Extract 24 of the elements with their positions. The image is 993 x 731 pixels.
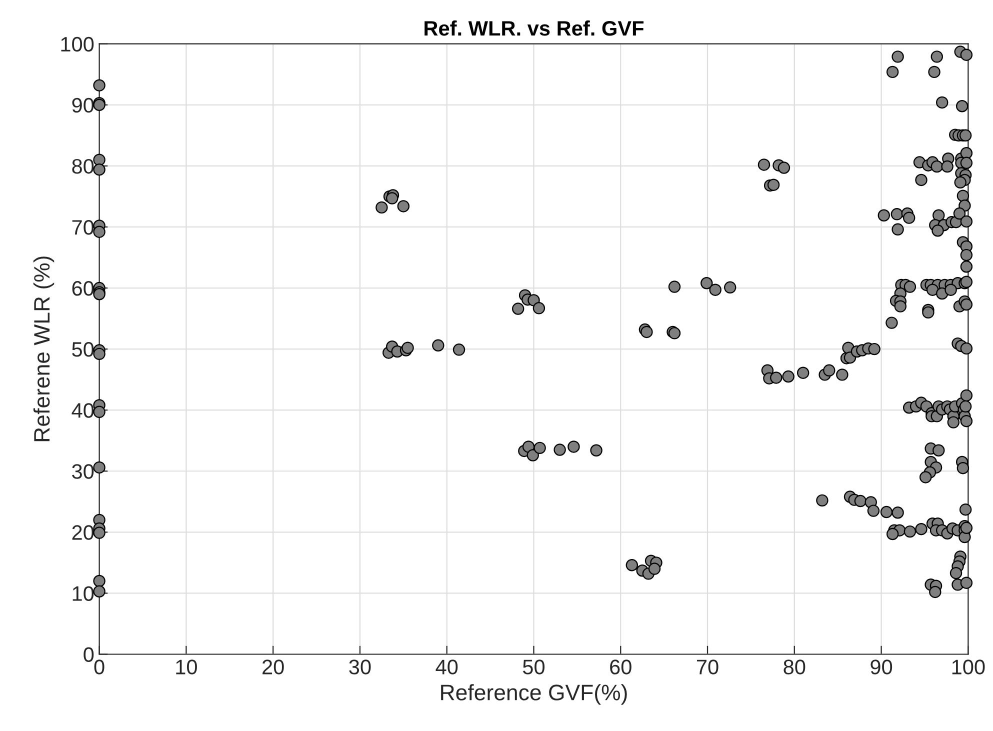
y-tick-label: 60 (72, 281, 94, 296)
x-tick-label: 30 (349, 660, 371, 674)
x-tick-label: 100 (952, 660, 985, 674)
x-tick-label: 70 (696, 660, 718, 674)
y-tick-label: 50 (72, 342, 94, 357)
y-tick-label: 90 (72, 98, 94, 113)
y-tick-label: 80 (72, 158, 94, 174)
x-tick-label: 80 (784, 660, 806, 674)
x-tick-label: 20 (262, 660, 284, 674)
y-tick-label: 20 (72, 525, 94, 540)
y-tick-label: 30 (72, 464, 94, 479)
x-tick-label: 60 (610, 660, 632, 674)
y-tick-label: 0 (84, 647, 94, 662)
x-tick-label: 40 (436, 660, 458, 674)
y-tick-label: 10 (72, 586, 94, 601)
x-tick-label: 0 (94, 660, 104, 674)
x-tick-label: 10 (176, 660, 197, 674)
x-tick-label: 50 (522, 660, 545, 674)
y-tick-label: 40 (72, 403, 94, 418)
y-tick-label: 100 (61, 36, 94, 52)
chart-title: Ref. WLR. vs Ref. GVF (424, 20, 644, 36)
x-tick-label: 90 (870, 660, 892, 674)
x-axis-title: Reference GVF(%) (441, 684, 627, 705)
y-axis-title: Referene WLR (%) (33, 256, 54, 442)
